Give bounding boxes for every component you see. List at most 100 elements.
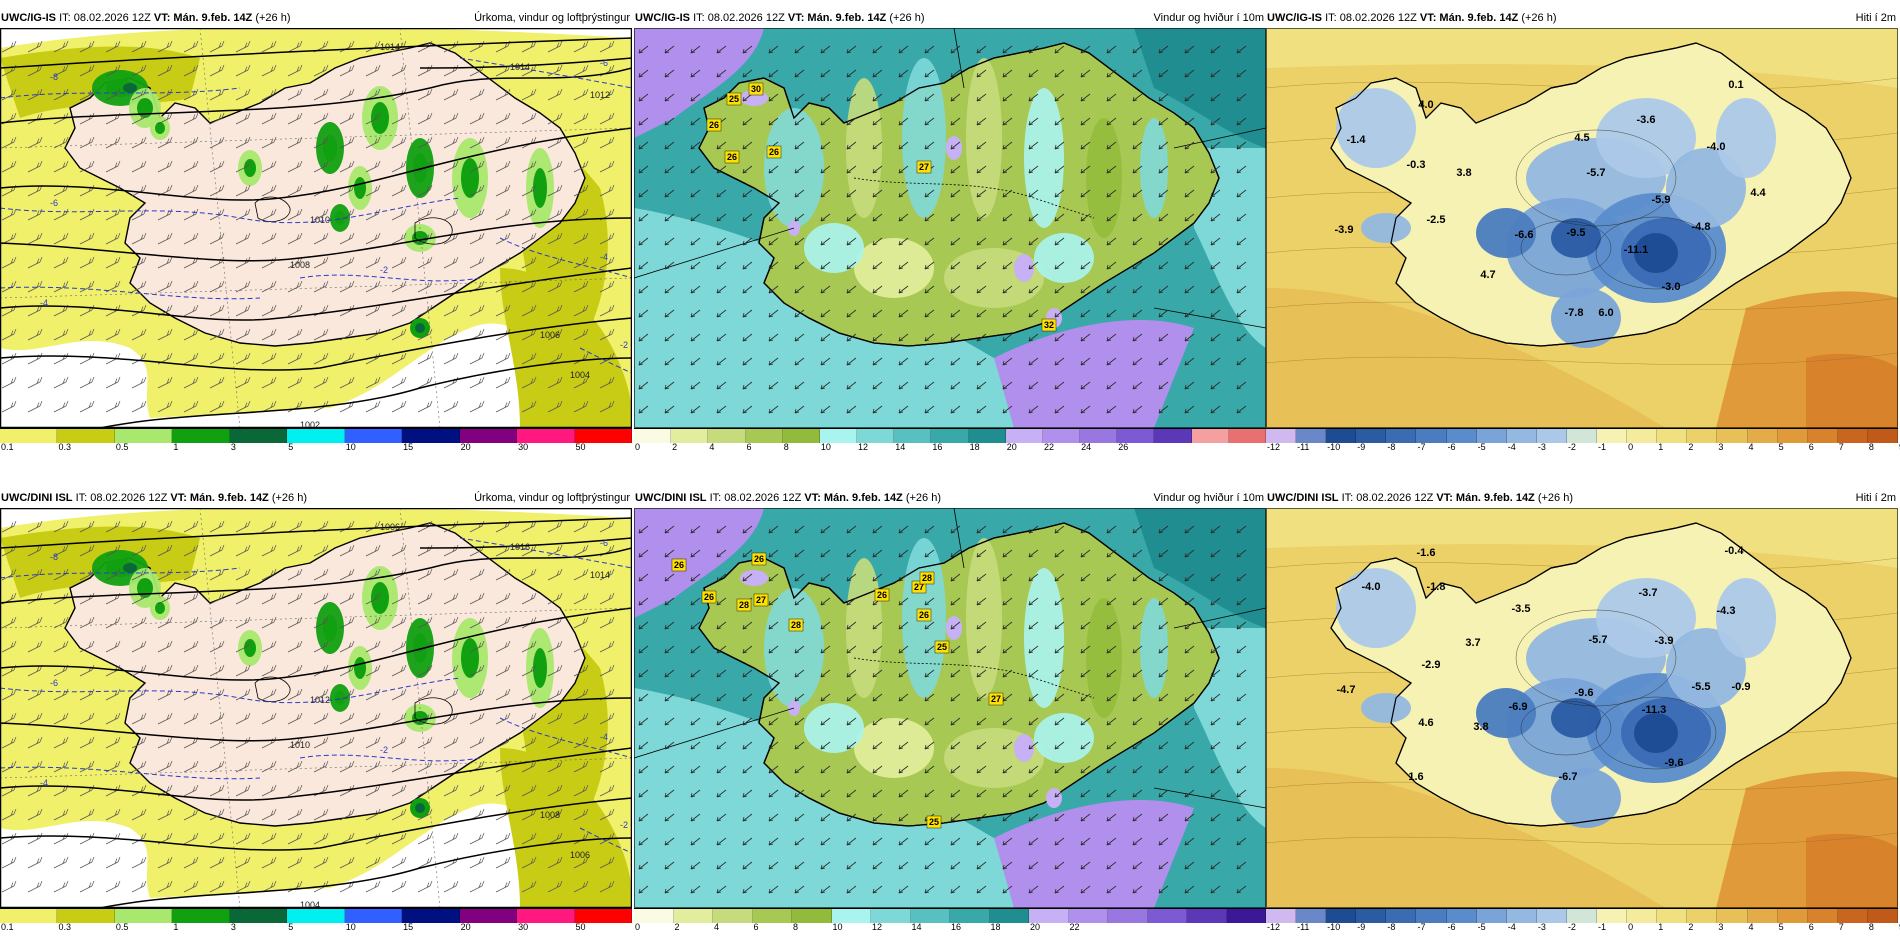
colorbar-segment [1228, 429, 1266, 443]
temperature-line-label: -6 [50, 678, 58, 688]
temperature-value: 4.7 [1480, 269, 1495, 281]
colorbar-segment [1446, 909, 1477, 923]
colorbar-segment [871, 909, 911, 923]
colorbar-segment [950, 909, 990, 923]
model-name: UWC/IG-IS [1, 12, 56, 24]
svg-text:27: 27 [919, 162, 929, 172]
colorbar-segment [1476, 429, 1507, 443]
temperature-value: 4.4 [1750, 187, 1766, 199]
temperature-value: -6.6 [1515, 229, 1534, 241]
colorbar [1266, 908, 1898, 923]
isobar-line [0, 697, 632, 742]
colorbar-segment [344, 909, 403, 923]
gust-label: 26 [671, 558, 687, 572]
colorbar-tick-label: 1 [173, 922, 179, 932]
isobar-line [419, 537, 632, 549]
colorbar-tick-label: -3 [1537, 922, 1546, 932]
map-canvas: 25 30 26 26 26 27 32 [634, 28, 1266, 428]
panel-title: Vindur og hviður í 10m [1153, 492, 1264, 504]
colorbar-segment [1717, 429, 1748, 443]
colorbar-tick-label: -6 [1447, 922, 1456, 932]
colorbar-tick-label: 8 [1868, 922, 1874, 932]
temperature-line-label: -4 [40, 298, 48, 308]
colorbar-segment [402, 429, 460, 443]
isobar-line [0, 67, 632, 124]
temperature-value: -3.6 [1637, 114, 1656, 126]
temperature-line [299, 274, 481, 282]
colorbar-tick-label: -7 [1417, 922, 1426, 932]
colorbar-tick-label: 0 [635, 922, 641, 932]
model-name: UWC/DINI ISL [635, 492, 707, 504]
colorbar-segment [1326, 909, 1357, 923]
init-time: IT: 08.02.2026 12Z [75, 492, 168, 504]
gust-label: 28 [788, 618, 804, 632]
colorbar-tick-label: 3 [230, 442, 236, 452]
precip-panel-dini: UWC/DINI ISL IT: 08.02.2026 12Z VT: Mán.… [0, 488, 632, 948]
isobar-line [0, 607, 632, 681]
colorbar-tick-label: -3 [1537, 442, 1546, 452]
temperature-value: -1.8 [1427, 581, 1446, 593]
isobar-label: 1002 [300, 420, 320, 428]
temperature-value: 4.6 [1418, 717, 1433, 729]
isobar-label: 1012 [310, 695, 330, 705]
map-canvas: 1014 1012 1010 1008 1006 1004 1002 1014 -8 -6 -4 -2… [0, 28, 632, 428]
lead-time: (+26 h) [1521, 12, 1557, 24]
colorbar-tick-label: 50 [575, 922, 586, 932]
colorbar-segment [634, 909, 674, 923]
valid-time-value: Mán. 9.feb. 14Z [1455, 492, 1535, 504]
colorbar-tick-label: -11 [1297, 442, 1310, 452]
isobar-line [0, 747, 632, 801]
temperature-value: -11.3 [1642, 704, 1666, 716]
panel-header: UWC/IG-IS IT: 08.02.2026 12Z VT: Mán. 9.… [634, 8, 1266, 28]
colorbar-segment [517, 429, 575, 443]
colorbar-tick-label: 2 [1688, 922, 1694, 932]
precip-panel-igis: UWC/IG-IS IT: 08.02.2026 12Z VT: Mán. 9.… [0, 8, 632, 468]
map-view: 25 30 26 26 26 27 32 [634, 28, 1266, 428]
map-canvas: 1016 1014 1012 1010 1008 1006 1004 1006 -8 -6 -4 -2… [0, 508, 632, 908]
colorbar-segment [1566, 909, 1598, 923]
temperature-value: -4.0 [1362, 581, 1381, 593]
isobar-line [0, 797, 632, 851]
isobar-line [99, 357, 632, 428]
map-view: 26 26 26 27 28 28 26 27 28 26 25 27 25 [634, 508, 1266, 908]
colorbar-tick-label: 8 [783, 442, 789, 452]
panel-title: Hiti í 2m [1855, 492, 1896, 504]
gust-label: 26 [751, 552, 767, 566]
isobar-label: 1004 [300, 900, 320, 908]
colorbar-tick-label: 18 [990, 922, 1001, 932]
colorbar-segment [910, 909, 950, 923]
gust-label: 25 [926, 815, 942, 829]
colorbar-segment [287, 909, 345, 923]
model-name: UWC/IG-IS [635, 12, 690, 24]
colorbar-segment [1266, 909, 1297, 923]
isobar-line [419, 57, 632, 69]
colorbar-tick-label: -10 [1327, 442, 1341, 452]
colorbar-tick-label: -4 [1507, 922, 1516, 932]
gust-label: 28 [919, 571, 935, 585]
colorbar-tick-label: 20 [1030, 922, 1041, 932]
panel-title: Úrkoma, vindur og loftþrýstingur [474, 492, 630, 504]
colorbar-segment [1717, 909, 1748, 923]
colorbar-tick-label: -9 [1357, 442, 1366, 452]
colorbar-segment [1627, 909, 1658, 923]
temperature-value: 3.7 [1465, 637, 1480, 649]
colorbar-segment [1506, 429, 1537, 443]
init-time: IT: 08.02.2026 12Z [1341, 492, 1434, 504]
colorbar-tick-label: 12 [858, 442, 869, 452]
temperature-value: 3.8 [1456, 167, 1471, 179]
isobar-line [0, 37, 632, 69]
colorbar-tick-label: 6 [1808, 922, 1814, 932]
isobar-line [0, 317, 632, 371]
colorbar-tick-label: 10 [345, 922, 356, 932]
colorbar-segment [1837, 429, 1868, 443]
temperature-line [499, 237, 632, 279]
wind-panel-igis: UWC/IG-IS IT: 08.02.2026 12Z VT: Mán. 9.… [634, 8, 1266, 468]
colorbar-segment [0, 909, 58, 923]
gust-label: 26 [916, 608, 932, 622]
colorbar-segment [1296, 909, 1327, 923]
colorbar-segment [1536, 429, 1567, 443]
colorbar-segment [1386, 909, 1417, 923]
gust-label: 27 [916, 160, 932, 174]
temperature-line [459, 57, 632, 89]
colorbar-segment [931, 429, 969, 443]
